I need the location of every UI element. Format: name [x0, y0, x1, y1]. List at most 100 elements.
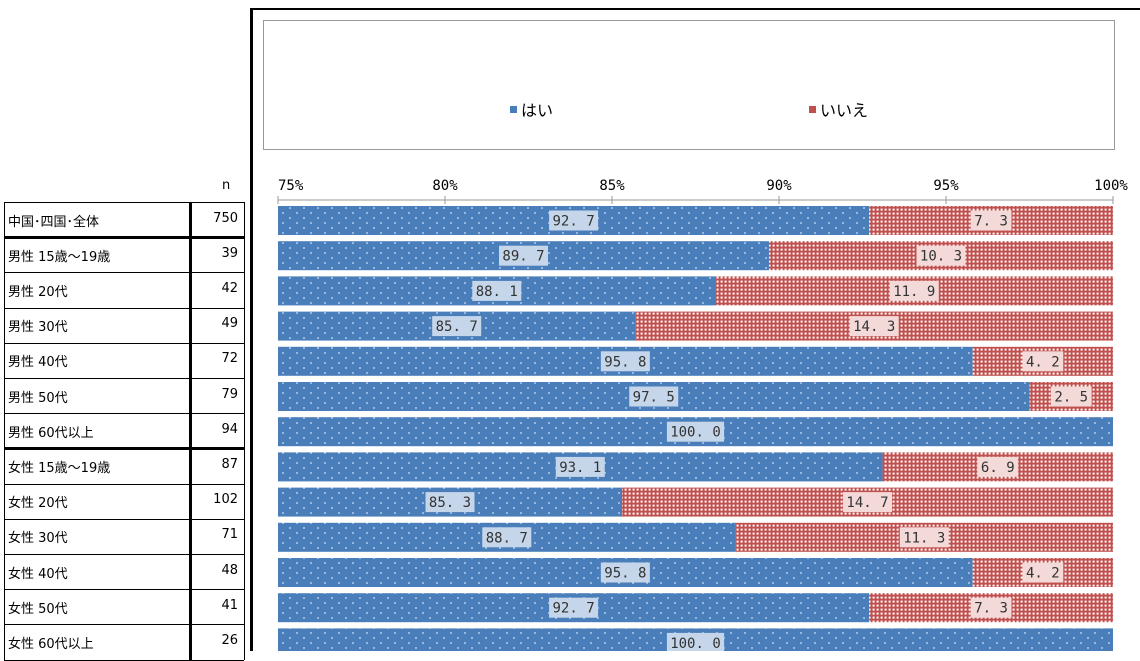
data-label-background: [843, 492, 893, 513]
row-label: 女性 20代: [8, 496, 68, 512]
n-column-header: n: [222, 178, 231, 193]
data-label-yes: 85. 3: [429, 495, 471, 511]
data-label-background: [849, 316, 899, 337]
data-label-no: 14. 3: [853, 319, 895, 335]
data-label-yes: 100. 0: [670, 425, 721, 441]
data-label-yes: 88. 7: [486, 530, 528, 546]
row-label: 女性 40代: [8, 566, 68, 582]
data-label-no: 4. 2: [1026, 566, 1060, 582]
data-label-yes: 95. 8: [604, 566, 646, 582]
row-label: 男性 40代: [8, 355, 68, 371]
x-tick-label: 80%: [432, 178, 458, 194]
legend-item-no: いいえ: [809, 97, 868, 121]
table-rule: [4, 484, 244, 485]
data-label-background: [600, 351, 650, 372]
table-rule: [4, 447, 244, 450]
legend-label-yes: はい: [521, 101, 554, 120]
data-label-yes: 100. 0: [670, 636, 721, 651]
x-tick-label: 90%: [766, 178, 792, 194]
data-label-background: [549, 210, 599, 231]
row-label: 男性 15歳～19歳: [8, 249, 111, 265]
table-rule: [4, 236, 244, 239]
table-rule: [4, 413, 244, 414]
data-label-background: [555, 456, 605, 477]
data-label-background: [549, 597, 599, 618]
row-n-value: 102: [213, 492, 238, 508]
row-n-value: 49: [221, 316, 238, 332]
table-column-rule: [4, 202, 5, 660]
table-rule: [4, 343, 244, 344]
data-label-yes: 85. 7: [436, 319, 478, 335]
table-rule: [4, 624, 244, 625]
data-label-background: [899, 527, 949, 548]
row-n-value: 750: [213, 210, 238, 226]
data-label-no: 7. 3: [974, 601, 1008, 617]
table-rule: [4, 378, 244, 379]
row-label: 男性 20代: [8, 285, 68, 300]
data-label-background: [970, 597, 1012, 618]
x-tick-label: 75%: [278, 178, 304, 194]
data-label-no: 10. 3: [920, 249, 962, 265]
data-label-background: [629, 386, 679, 407]
legend: はい いいえ: [263, 20, 1115, 150]
row-label: 女性 30代: [8, 531, 68, 547]
data-label-no: 4. 2: [1026, 354, 1060, 370]
data-label-yes: 93. 1: [559, 460, 601, 476]
table-rule: [4, 272, 244, 273]
data-label-yes: 97. 5: [633, 390, 675, 406]
legend-label-no: いいえ: [820, 101, 869, 120]
data-label-background: [1050, 386, 1092, 407]
row-n-value: 41: [221, 597, 238, 613]
data-label-background: [425, 492, 475, 513]
table-rule: [4, 519, 244, 520]
x-tick-label: 85%: [599, 178, 625, 194]
data-label-no: 11. 3: [903, 530, 945, 546]
row-label: 男性 30代: [8, 320, 68, 336]
table-rule: [4, 202, 244, 203]
legend-swatch-yes: [510, 105, 517, 113]
data-label-background: [666, 632, 725, 651]
table-rule: [4, 554, 244, 555]
data-label-background: [1022, 351, 1064, 372]
chart-frame-top: [250, 8, 1140, 10]
data-label-background: [977, 456, 1019, 477]
sample-size-table: n 中国･四国･全体 750 男性 15歳～19歳 39 男性 20代 42 男性 30代 4…: [0, 0, 246, 661]
data-label-background: [600, 562, 650, 583]
data-label-background: [970, 210, 1012, 231]
data-label-background: [916, 245, 966, 266]
row-label: 女性 15歳～19歳: [8, 461, 111, 476]
row-n-value: 48: [221, 562, 238, 578]
legend-item-yes: はい: [510, 97, 553, 121]
data-label-no: 6. 9: [981, 460, 1015, 476]
row-n-value: 26: [221, 633, 238, 648]
data-label-background: [666, 421, 725, 442]
table-column-rule: [189, 202, 192, 660]
row-label: 女性 60代以上: [8, 637, 94, 652]
x-tick-label: 100%: [1094, 178, 1128, 194]
data-label-background: [889, 280, 939, 301]
data-label-background: [498, 245, 548, 266]
data-label-yes: 88. 1: [476, 284, 518, 300]
row-n-value: 87: [221, 457, 238, 472]
table-column-rule: [244, 202, 245, 660]
chart-frame-left: [250, 8, 253, 651]
row-label: 中国･四国･全体: [8, 214, 100, 230]
x-tick-label: 95%: [933, 178, 959, 194]
table-rule: [4, 308, 244, 309]
data-label-yes: 92. 7: [553, 214, 595, 230]
data-label-background: [482, 527, 532, 548]
row-n-value: 42: [221, 281, 238, 296]
data-label-yes: 92. 7: [553, 601, 595, 617]
table-rule: [4, 589, 244, 590]
data-label-background: [432, 316, 482, 337]
row-label: 男性 50代: [8, 390, 68, 406]
row-label: 男性 60代以上: [8, 425, 94, 441]
row-label: 女性 50代: [8, 601, 68, 617]
legend-swatch-no: [809, 105, 816, 113]
data-label-no: 11. 9: [893, 284, 935, 300]
data-label-background: [1022, 562, 1064, 583]
data-label-background: [472, 280, 522, 301]
row-n-value: 71: [221, 527, 238, 543]
data-label-no: 7. 3: [974, 214, 1008, 230]
